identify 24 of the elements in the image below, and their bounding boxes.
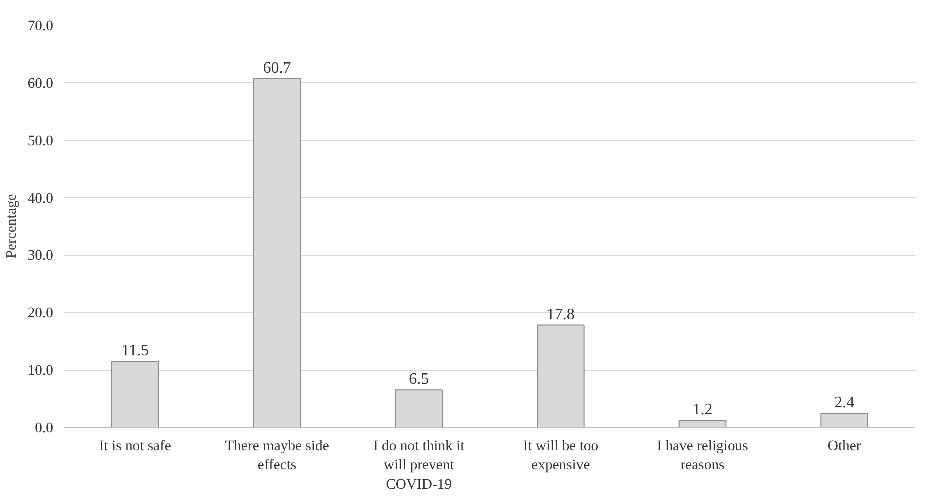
x-tick-label: Other bbox=[828, 438, 862, 454]
data-label: 17.8 bbox=[546, 306, 575, 324]
y-tick-label: 0.0 bbox=[35, 420, 54, 436]
x-tick-label: I have religious reasons bbox=[657, 438, 749, 474]
bar bbox=[395, 390, 443, 428]
x-tick-label: I do not think it will prevent COVID-19 bbox=[373, 438, 465, 493]
data-label: 6.5 bbox=[409, 371, 430, 388]
bar bbox=[820, 413, 868, 428]
bar bbox=[678, 420, 727, 428]
y-axis-title: Percentage bbox=[4, 194, 20, 259]
y-tick-label: 30.0 bbox=[28, 248, 54, 264]
y-tick-label: 60.0 bbox=[28, 76, 54, 92]
y-tick-label: 10.0 bbox=[28, 363, 54, 380]
x-tick-label: It is not safe bbox=[99, 438, 172, 454]
data-label: 60.7 bbox=[263, 60, 292, 77]
data-label: 2.4 bbox=[834, 394, 855, 412]
y-tick-label: 20.0 bbox=[28, 306, 54, 322]
y-tick-label: 40.0 bbox=[28, 190, 54, 207]
x-tick-label: There maybe side effects bbox=[225, 438, 330, 474]
data-label: 1.2 bbox=[692, 402, 713, 419]
y-tick-label: 70.0 bbox=[28, 18, 54, 34]
data-label: 11.5 bbox=[122, 342, 150, 360]
y-tick-label: 50.0 bbox=[28, 133, 54, 150]
x-tick-label: It will be too expensive bbox=[523, 438, 599, 474]
